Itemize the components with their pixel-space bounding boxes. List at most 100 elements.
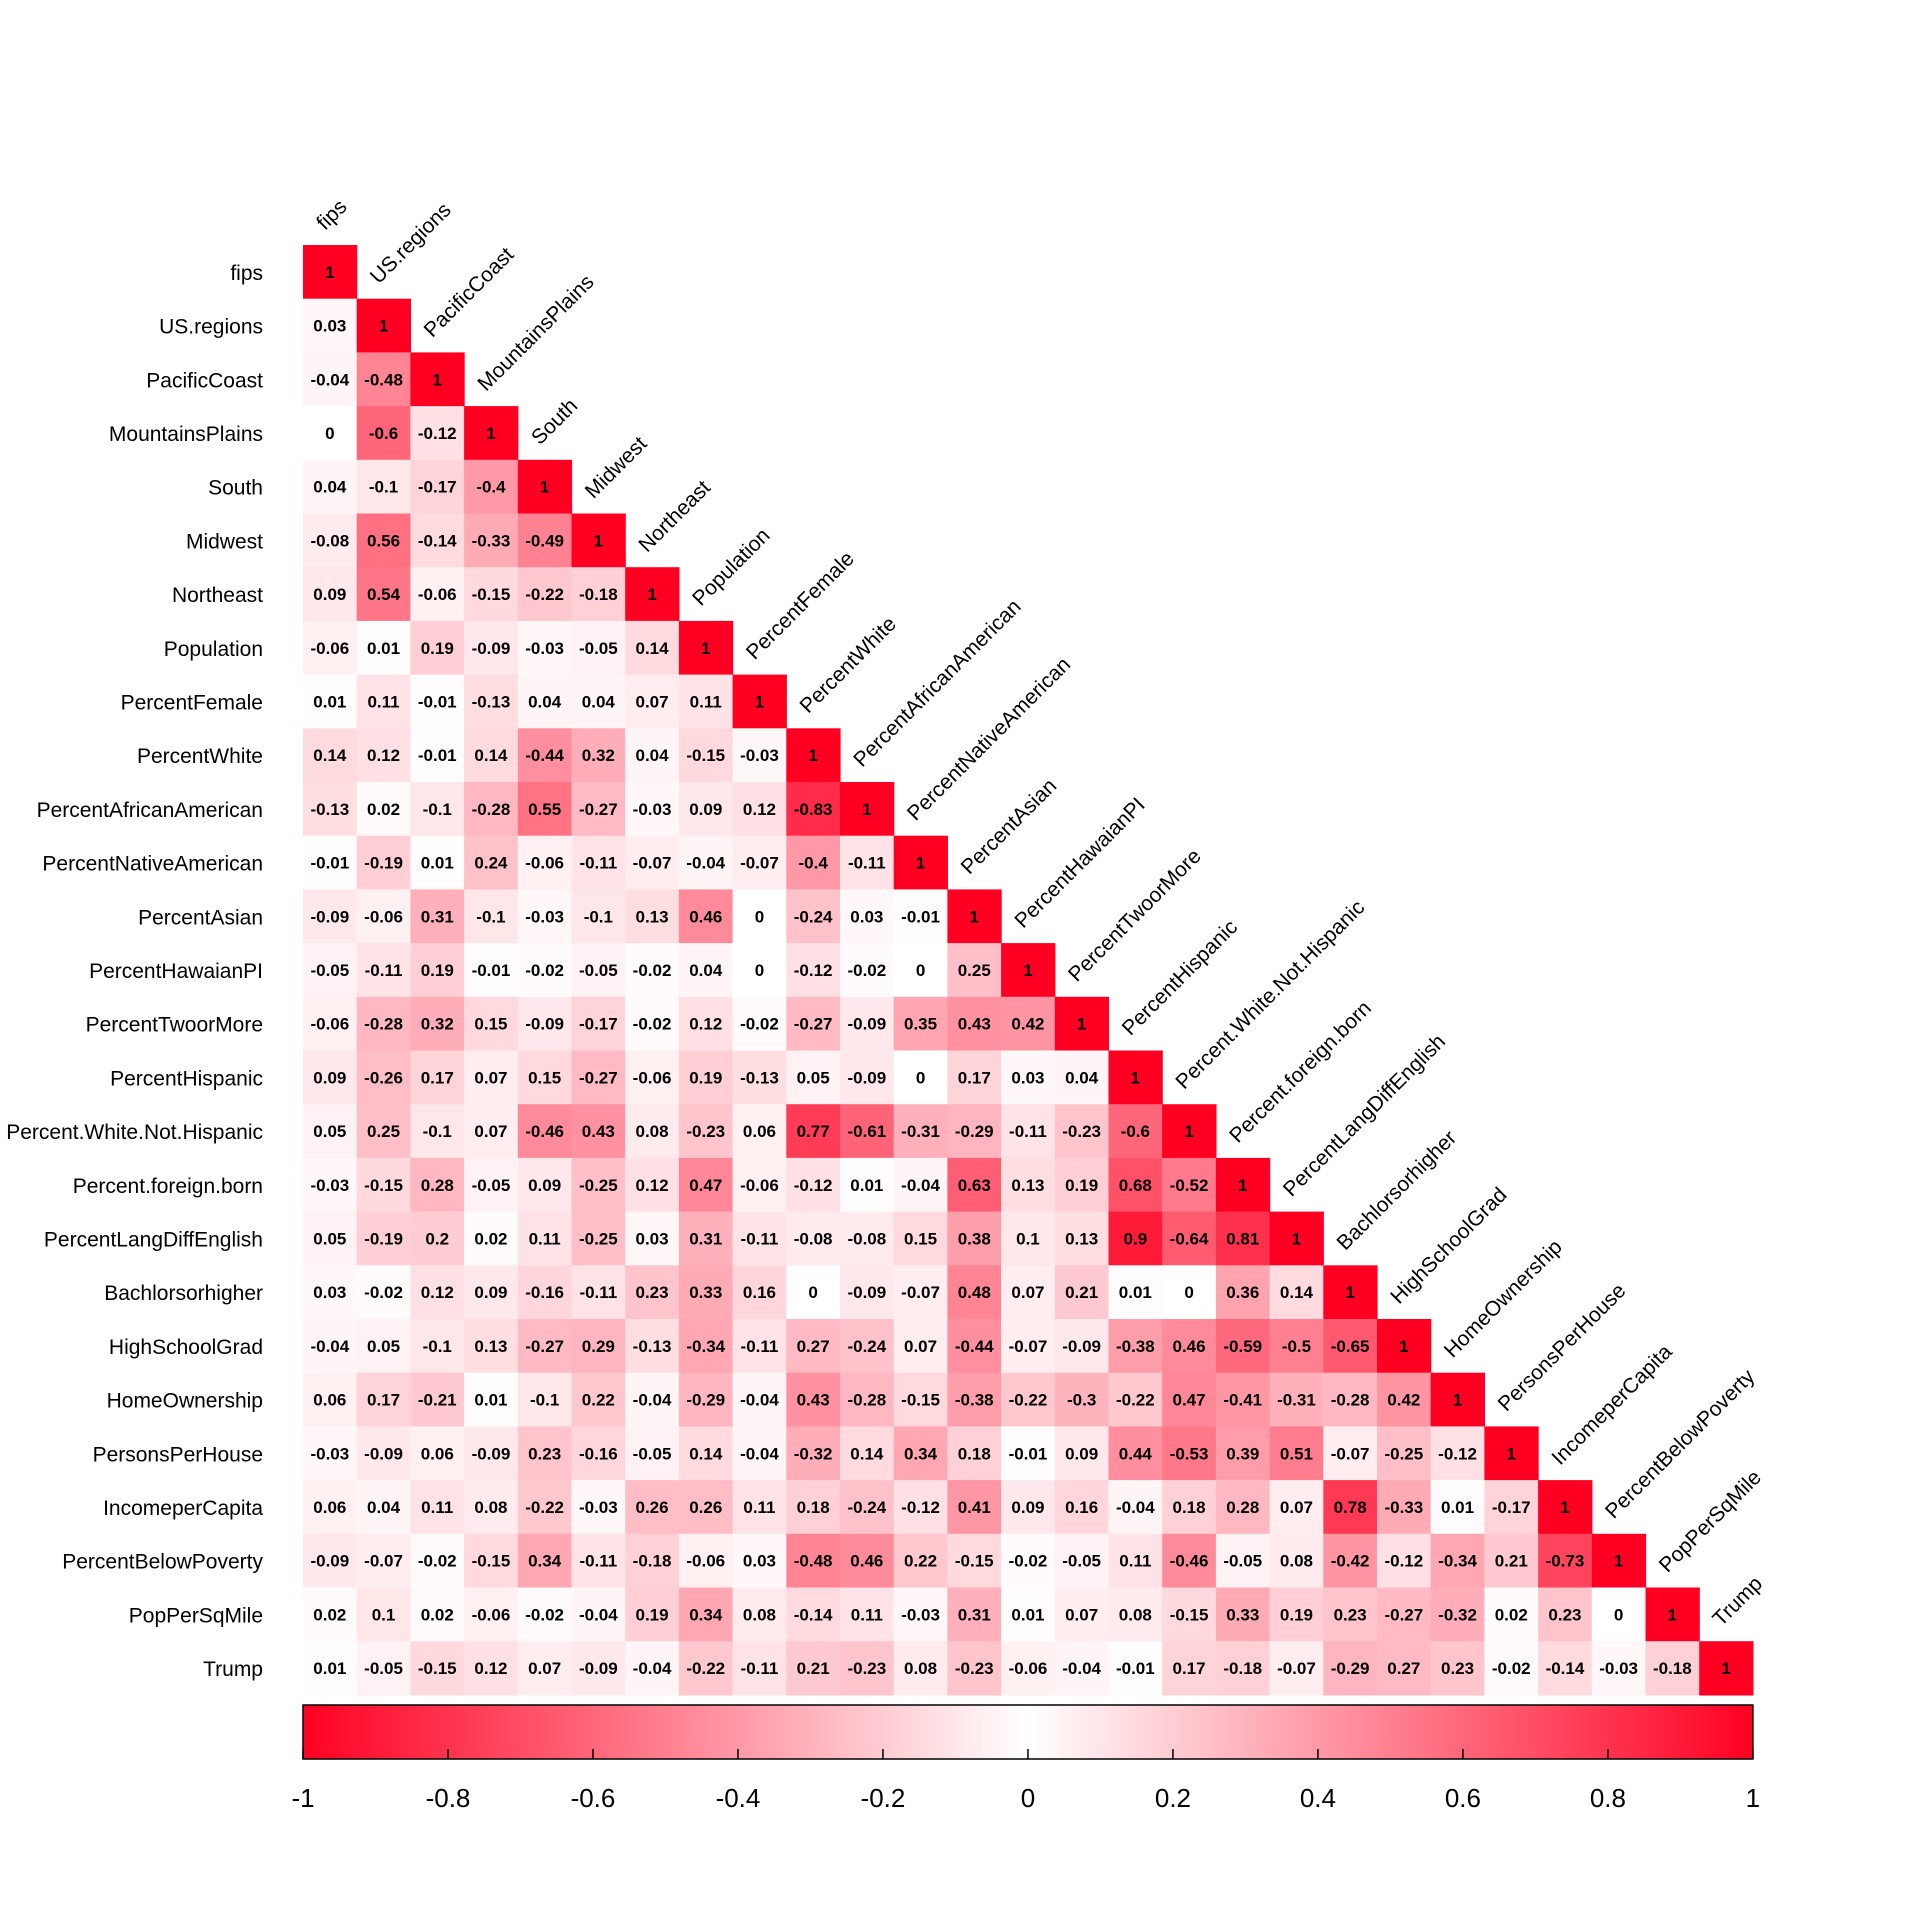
heatmap-cell — [410, 943, 465, 998]
heatmap-cell — [517, 620, 573, 676]
cell-value-label: 1 — [916, 854, 925, 873]
heatmap-cell — [571, 835, 626, 890]
heatmap-cell — [303, 1104, 358, 1159]
cell-value-label: -0.12 — [901, 1498, 940, 1517]
cell-value-label: -0.22 — [525, 1498, 564, 1517]
cell-value-label: -0.11 — [741, 1229, 779, 1248]
heatmap-cell — [1162, 1211, 1217, 1266]
cell-value-label: -0.38 — [955, 1391, 994, 1410]
cell-value-label: 1 — [594, 531, 603, 550]
cell-value-label: -0.02 — [633, 961, 672, 980]
column-label: Trump — [1708, 1572, 1767, 1631]
heatmap-cell — [356, 1587, 411, 1642]
heatmap-cell — [571, 1211, 626, 1266]
heatmap-cell — [517, 889, 573, 944]
cell-value-label: 0.12 — [421, 1283, 454, 1302]
cell-value-label: -0.16 — [525, 1283, 564, 1302]
cell-value-label: -0.06 — [525, 854, 564, 873]
heatmap-cell — [732, 1426, 787, 1481]
cell-value-label: -0.09 — [364, 1444, 403, 1463]
cell-value-label: 1 — [433, 370, 442, 389]
cell-value-label: -0.09 — [1062, 1337, 1101, 1356]
heatmap-cell — [410, 1050, 465, 1105]
heatmap-cell — [732, 835, 787, 890]
cell-value-label: 0.38 — [958, 1229, 991, 1248]
heatmap-cell — [1269, 1265, 1324, 1320]
cell-value-label: -0.17 — [418, 478, 457, 497]
heatmap-cell — [1591, 1587, 1647, 1642]
heatmap-cell — [1108, 1372, 1163, 1427]
heatmap-cell — [625, 943, 680, 998]
heatmap-cell — [1377, 1480, 1432, 1535]
cell-value-label: 0.34 — [689, 1605, 723, 1624]
cell-value-label: 0.16 — [1065, 1498, 1098, 1517]
heatmap-cell — [947, 889, 1002, 944]
heatmap-cell — [786, 1533, 841, 1589]
heatmap-cell — [1054, 1050, 1110, 1105]
cell-value-label: 0 — [325, 424, 334, 443]
heatmap-cell — [1645, 1587, 1700, 1642]
heatmap-cell — [1162, 1372, 1217, 1427]
heatmap-cell — [678, 1104, 734, 1159]
cell-value-label: 0.04 — [528, 692, 562, 711]
heatmap-cell — [464, 1426, 519, 1481]
heatmap-cell — [571, 889, 626, 944]
cell-value-label: 0.41 — [958, 1498, 991, 1517]
heatmap-cell — [303, 513, 358, 568]
cell-value-label: -0.01 — [1116, 1659, 1155, 1678]
heatmap-cell — [1054, 1157, 1110, 1213]
heatmap-cell — [517, 1157, 573, 1213]
heatmap-cell — [893, 1104, 948, 1159]
cell-value-label: -0.16 — [579, 1444, 618, 1463]
cell-value-label: 0.15 — [474, 1015, 507, 1034]
cell-value-label: 0.17 — [958, 1068, 991, 1087]
heatmap-cell — [410, 406, 465, 461]
heatmap-cell — [356, 352, 411, 407]
cell-value-label: -0.04 — [633, 1391, 672, 1410]
heatmap-cell — [625, 1050, 680, 1105]
heatmap-cell — [625, 889, 680, 944]
cell-value-label: -0.03 — [740, 746, 779, 765]
cell-value-label: 0.03 — [636, 1229, 669, 1248]
cell-value-label: -0.08 — [847, 1229, 886, 1248]
cell-value-label: -0.06 — [633, 1068, 672, 1087]
heatmap-cell — [571, 674, 626, 729]
cell-value-label: 0.13 — [1065, 1229, 1098, 1248]
cell-value-label: -0.41 — [1223, 1391, 1262, 1410]
cell-value-label: -0.33 — [472, 531, 511, 550]
heatmap-cell — [1269, 1319, 1324, 1374]
cell-value-label: 0.54 — [367, 585, 401, 604]
heatmap-cell — [678, 996, 734, 1052]
heatmap-cell — [625, 1587, 680, 1642]
cell-value-label: -0.05 — [364, 1659, 403, 1678]
heatmap-cell — [840, 1050, 895, 1105]
cell-value-label: 0.07 — [1065, 1605, 1098, 1624]
cell-value-label: -0.15 — [364, 1176, 403, 1195]
cell-value-label: 0.35 — [904, 1015, 937, 1034]
cell-value-label: -0.06 — [740, 1176, 779, 1195]
heatmap-cell — [1162, 1480, 1217, 1535]
cell-value-label: 0 — [916, 961, 925, 980]
row-label: PercentHawaianPI — [89, 960, 263, 983]
heatmap-cell — [732, 1265, 787, 1320]
heatmap-cell — [947, 1641, 1002, 1696]
heatmap-cell — [356, 1641, 411, 1696]
cell-value-label: -0.25 — [1384, 1444, 1423, 1463]
heatmap-cell — [1108, 1426, 1163, 1481]
cell-value-label: 0.18 — [1173, 1498, 1206, 1517]
heatmap-cell — [1054, 1533, 1110, 1589]
heatmap-cell — [1054, 1211, 1110, 1266]
cell-value-label: 0.13 — [474, 1337, 507, 1356]
heatmap-cell — [464, 406, 519, 461]
heatmap-cell — [1001, 1426, 1056, 1481]
cell-value-label: -0.22 — [1116, 1391, 1155, 1410]
cell-value-label: 0.11 — [529, 1229, 561, 1248]
heatmap-cell — [1054, 1372, 1110, 1427]
cell-value-label: 0.09 — [474, 1283, 507, 1302]
heatmap-cell — [678, 620, 734, 676]
cell-value-label: 0.08 — [1119, 1605, 1152, 1624]
heatmap-cell — [732, 889, 787, 944]
heatmap-cell — [1699, 1641, 1754, 1696]
heatmap-cell — [1430, 1587, 1485, 1642]
heatmap-cell — [1108, 1265, 1163, 1320]
